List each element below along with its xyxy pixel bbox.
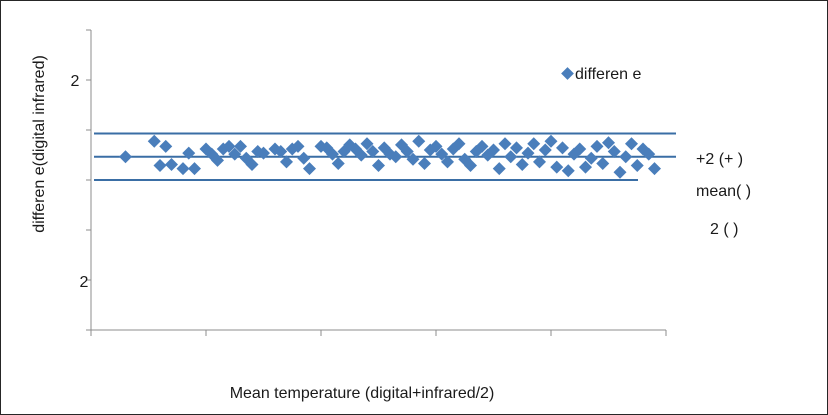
- data-point: [613, 165, 627, 179]
- data-point: [510, 141, 523, 155]
- data-point: [533, 155, 546, 169]
- data-point: [245, 157, 259, 171]
- data-point: [602, 136, 615, 150]
- data-point: [165, 157, 178, 171]
- data-point: [354, 148, 368, 162]
- data-point: [452, 137, 466, 151]
- data-point: [619, 150, 633, 164]
- data-point: [648, 162, 661, 176]
- data-point: [188, 162, 201, 176]
- data-point: [584, 151, 598, 165]
- data-point: [573, 142, 587, 156]
- data-point: [222, 139, 236, 153]
- data-point: [234, 139, 247, 153]
- data-point: [418, 156, 431, 170]
- data-point: [498, 137, 512, 151]
- data-point: [487, 143, 500, 157]
- plot-area: 2 2: [71, 29, 676, 336]
- ref-line-label-upper: +2 (+ ): [696, 151, 743, 168]
- data-point: [596, 156, 610, 170]
- data-point: [326, 147, 339, 161]
- data-point: [280, 155, 293, 169]
- data-point: [441, 155, 454, 169]
- data-point: [607, 145, 621, 159]
- data-point: [257, 146, 270, 160]
- data-point: [119, 150, 132, 164]
- data-point: [228, 147, 242, 161]
- data-point: [492, 162, 506, 176]
- data-point: [389, 150, 403, 164]
- data-point: [412, 134, 426, 148]
- y-axis-ticks: [86, 29, 91, 331]
- data-point: [176, 162, 190, 176]
- x-axis-ticks: [90, 330, 667, 336]
- data-point: [561, 164, 575, 178]
- y-axis-label: differen e(digital infrared): [31, 55, 48, 233]
- data-point: [590, 139, 604, 153]
- data-point: [521, 146, 535, 160]
- data-point: [182, 146, 196, 160]
- data-point: [556, 141, 569, 155]
- data-point: [297, 151, 311, 165]
- data-point: [538, 143, 552, 157]
- data-point: [464, 159, 477, 173]
- data-point: [642, 147, 656, 161]
- x-axis-label: Mean temperature (digital+infrared/2): [230, 385, 495, 402]
- data-points: [119, 134, 661, 179]
- data-point: [400, 145, 414, 159]
- data-point: [550, 160, 564, 174]
- data-point: [147, 134, 161, 148]
- ref-line-label-lower: 2 ( ): [710, 221, 738, 238]
- ref-line-label-mean: mean( ): [696, 183, 751, 200]
- data-point: [625, 137, 638, 151]
- data-point: [406, 152, 420, 166]
- data-point: [331, 156, 345, 170]
- data-point: [366, 145, 380, 159]
- data-point: [435, 147, 449, 161]
- data-point: [579, 160, 592, 174]
- data-point: [630, 159, 644, 173]
- data-point: [274, 145, 288, 159]
- data-point: [544, 134, 558, 148]
- y-tick-label: 2: [71, 73, 80, 90]
- data-point: [475, 139, 489, 153]
- legend-label: differen e: [575, 66, 642, 83]
- y-tick-label: 2: [80, 274, 89, 291]
- data-point: [429, 139, 443, 153]
- data-point: [153, 159, 167, 173]
- data-point: [515, 157, 529, 171]
- data-point: [303, 162, 316, 176]
- data-point: [504, 150, 518, 164]
- data-point: [159, 139, 173, 153]
- data-point: [211, 153, 224, 167]
- data-point: [527, 137, 541, 151]
- data-point: [372, 159, 385, 173]
- data-point: [291, 139, 305, 153]
- data-point: [360, 137, 374, 151]
